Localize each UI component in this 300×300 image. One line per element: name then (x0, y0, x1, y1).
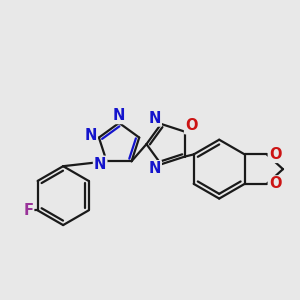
Text: N: N (94, 157, 106, 172)
Text: O: O (269, 147, 281, 162)
Text: N: N (148, 161, 161, 176)
Text: N: N (148, 111, 161, 126)
Text: N: N (85, 128, 97, 143)
Text: F: F (23, 203, 33, 218)
Text: O: O (185, 118, 197, 133)
Text: N: N (112, 108, 125, 123)
Text: O: O (269, 176, 281, 191)
